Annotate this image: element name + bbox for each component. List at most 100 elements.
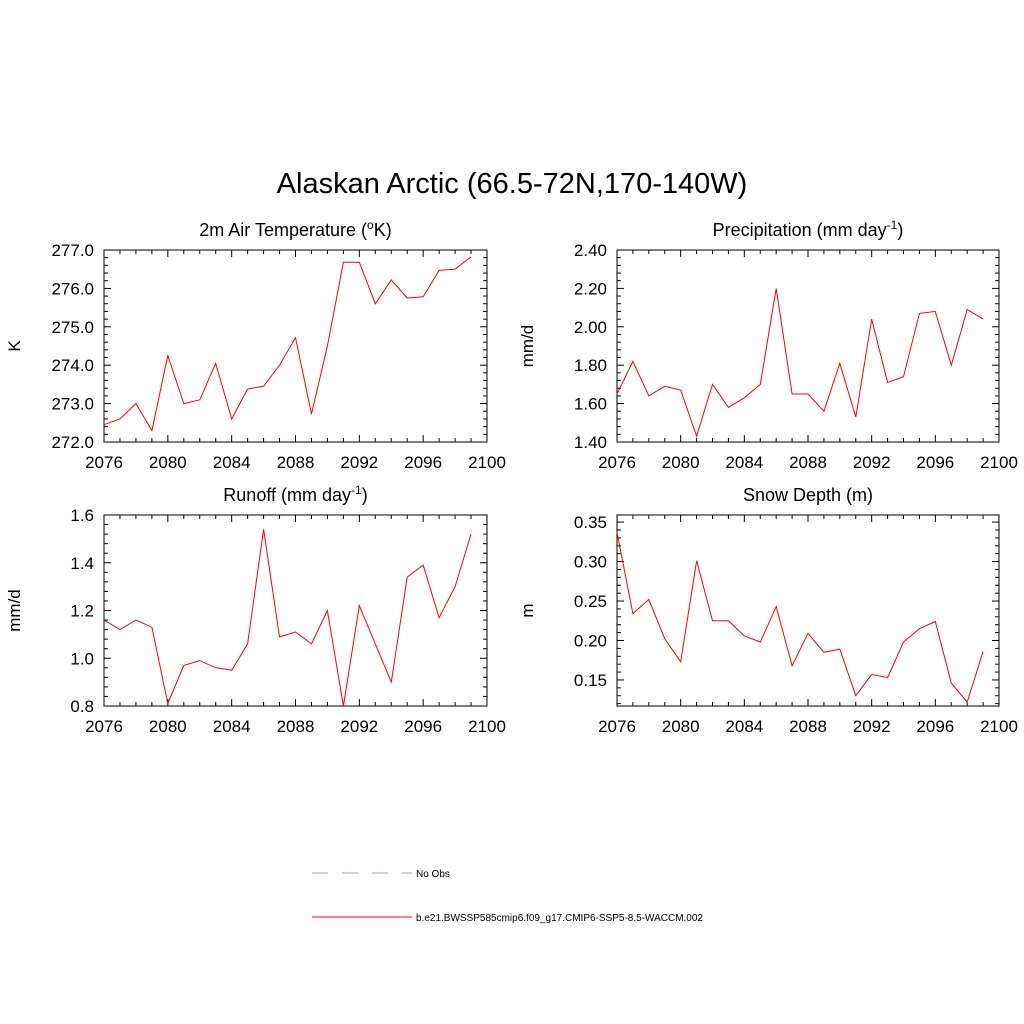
data-point: [470, 533, 472, 535]
data-point: [887, 381, 889, 383]
panel-title: 2m Air Temperature (oK): [199, 218, 391, 240]
chart-panel-3: 2076 2080 2084 2088 2092 2096 2100 0.8 1.0 1.2 1.4…: [5, 483, 506, 736]
data-point: [712, 620, 714, 622]
y-tick-label: 276.0: [51, 279, 94, 298]
y-tick-label: 1.60: [574, 395, 607, 414]
data-point: [918, 628, 920, 630]
y-tick-label: 2.00: [574, 318, 607, 337]
data-point: [295, 631, 297, 633]
x-tick-label: 2096: [404, 453, 442, 472]
plot-frame: [103, 514, 488, 707]
x-tick-label: 2092: [853, 717, 891, 736]
data-point: [855, 416, 857, 418]
data-point: [231, 418, 233, 420]
y-tick-label: 275.0: [51, 318, 94, 337]
data-point: [326, 345, 328, 347]
y-tick-label: 1.4: [70, 554, 94, 573]
data-point: [438, 617, 440, 619]
data-point: [664, 385, 666, 387]
x-tick-label: 2088: [277, 453, 315, 472]
data-point: [807, 393, 809, 395]
data-point: [743, 635, 745, 637]
y-tick-label: 0.15: [574, 671, 607, 690]
y-tick-label: 277.0: [51, 241, 94, 260]
data-point: [887, 677, 889, 679]
data-point: [103, 619, 105, 621]
data-point: [966, 309, 968, 311]
data-point: [759, 383, 761, 385]
y-tick-label: 0.35: [574, 513, 607, 532]
data-point: [263, 528, 265, 530]
data-point: [823, 410, 825, 412]
data-point: [103, 424, 105, 426]
data-point: [743, 397, 745, 399]
series-line: [616, 532, 984, 704]
data-point: [950, 364, 952, 366]
x-tick-label: 2092: [853, 453, 891, 472]
panel-title-base: Precipitation (mm day: [713, 220, 887, 240]
x-tick-label: 2088: [789, 453, 827, 472]
y-tick-label: 0.20: [574, 631, 607, 650]
x-tick-label: 2080: [662, 453, 700, 472]
data-point: [279, 364, 281, 366]
figure-title: Alaskan Arctic (66.5-72N,170-140W): [276, 168, 748, 200]
data-point: [167, 355, 169, 357]
data-point: [390, 681, 392, 683]
data-point: [454, 268, 456, 270]
data-point: [903, 641, 905, 643]
data-point: [982, 318, 984, 320]
data-point: [199, 660, 201, 662]
legend-model-label: b.e21.BWSSP585cmip6.f09_g17.CMIP6-SSP5-8…: [416, 913, 703, 924]
data-point: [696, 560, 698, 562]
y-tick-label: 1.0: [70, 649, 94, 668]
panel-title-suffix: ): [897, 220, 903, 240]
data-point: [310, 413, 312, 415]
x-tick-label: 2076: [85, 717, 123, 736]
data-point: [215, 667, 217, 669]
panel-title-superscript: -1: [887, 218, 898, 232]
x-tick-label: 2100: [980, 453, 1018, 472]
x-tick-label: 2096: [916, 453, 954, 472]
data-point: [119, 418, 121, 420]
data-point: [342, 705, 344, 707]
data-point: [807, 632, 809, 634]
series-line: [103, 256, 472, 432]
plot-frame: [616, 249, 1000, 443]
data-point: [855, 695, 857, 697]
data-point: [247, 643, 249, 645]
x-tick-label: 2100: [468, 717, 506, 736]
data-point: [183, 403, 185, 405]
data-point: [119, 629, 121, 631]
data-point: [616, 393, 618, 395]
data-point: [151, 626, 153, 628]
y-tick-label: 2.20: [574, 279, 607, 298]
x-tick-label: 2080: [149, 717, 187, 736]
panel-title-suffix: ): [362, 485, 368, 505]
data-point: [422, 564, 424, 566]
x-tick-label: 2076: [598, 453, 636, 472]
x-tick-label: 2076: [85, 453, 123, 472]
chart-panel-4: 2076 2080 2084 2088 2092 2096 2100 0.15 0.20 0.25…: [518, 485, 1018, 736]
data-point: [167, 703, 169, 705]
data-point: [438, 269, 440, 271]
data-point: [727, 620, 729, 622]
data-point: [470, 256, 472, 258]
data-point: [374, 643, 376, 645]
data-point: [295, 337, 297, 339]
data-point: [712, 383, 714, 385]
data-point: [422, 296, 424, 298]
panel-title-base: Runoff (mm day: [223, 485, 351, 505]
panel-title-base: 2m Air Temperature (: [199, 220, 367, 240]
x-tick-label: 2088: [789, 717, 827, 736]
legend: No Obs b.e21.BWSSP585cmip6.f09_g17.CMIP6-…: [312, 869, 703, 924]
plot-frame: [103, 249, 488, 443]
plot-frame: [616, 514, 1000, 707]
y-tick-label: 2.40: [574, 241, 607, 260]
y-tick-label: 1.40: [574, 433, 607, 452]
data-point: [406, 297, 408, 299]
data-point: [871, 318, 873, 320]
legend-obs-label: No Obs: [416, 869, 450, 880]
data-point: [632, 613, 634, 615]
data-point: [934, 621, 936, 623]
